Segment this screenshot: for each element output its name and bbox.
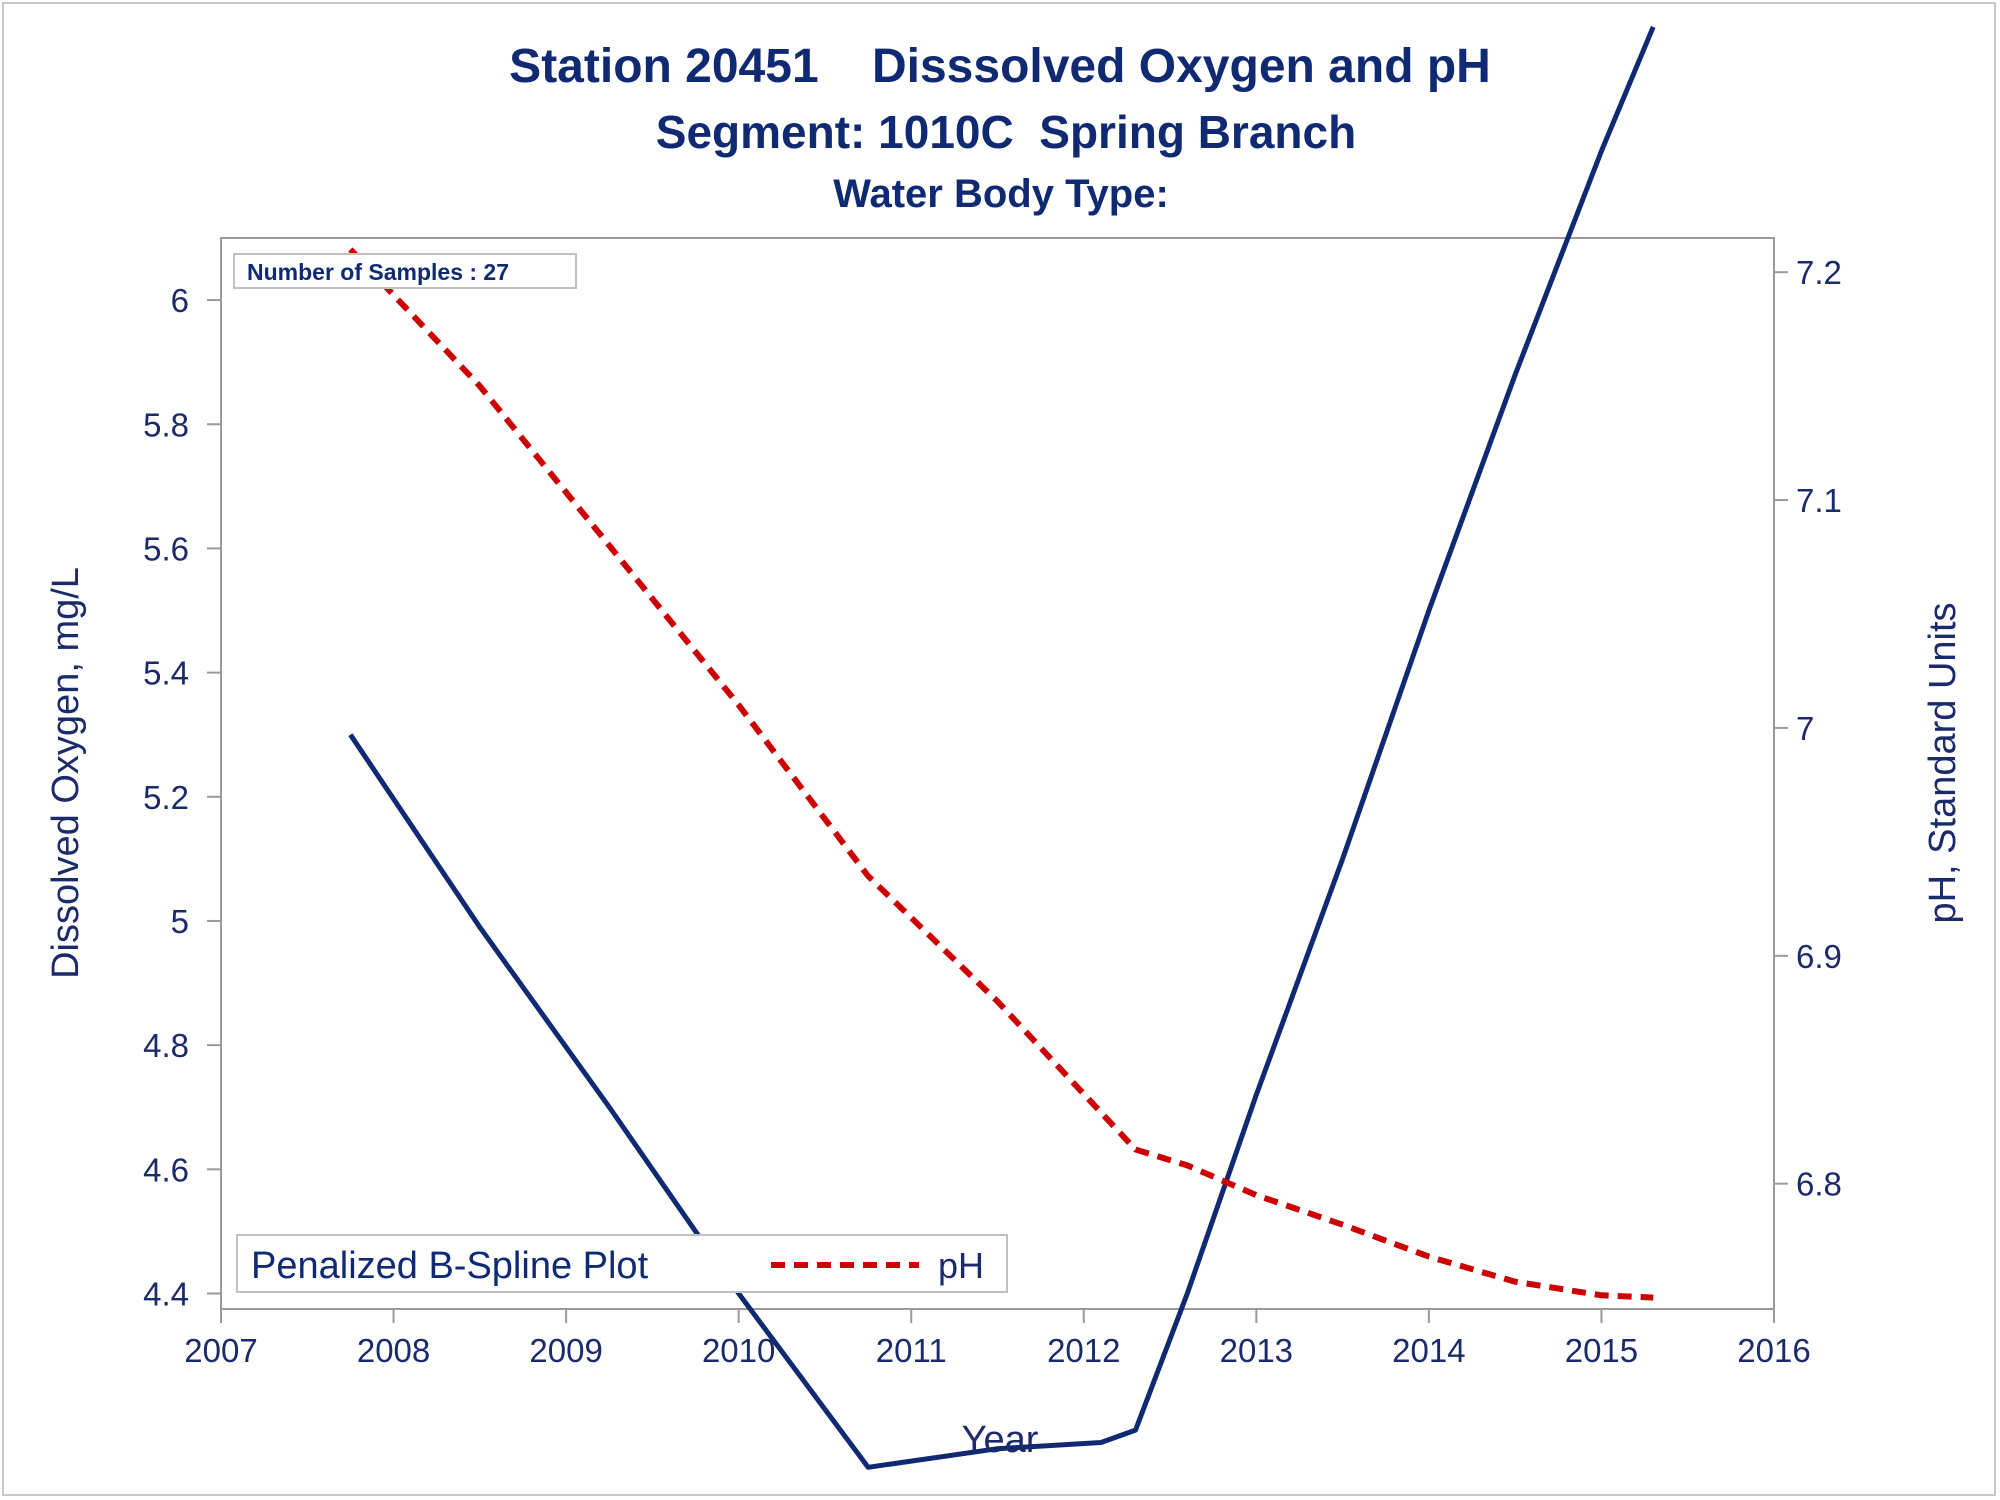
y-tick-label-5.6: 5.6 (143, 530, 189, 567)
x-tick-label-2012: 2012 (1047, 1332, 1120, 1369)
y-tick-label-6: 6 (171, 282, 189, 319)
legend-title: Penalized B-Spline Plot (251, 1245, 649, 1287)
y-tick-label-4.4: 4.4 (143, 1275, 189, 1312)
x-tick-label-2008: 2008 (357, 1332, 430, 1369)
y-tick-label-4.8: 4.8 (143, 1027, 189, 1064)
x-tick-label-2010: 2010 (702, 1332, 775, 1369)
x-tick-label-2015: 2015 (1565, 1332, 1638, 1369)
x-tick-label-2016: 2016 (1737, 1332, 1810, 1369)
chart-title: Station 20451 Disssolved Oxygen and pH (509, 40, 1491, 93)
legend-entry-ph: pH (938, 1245, 984, 1286)
x-axis-title: Year (962, 1419, 1039, 1461)
x-tick-label-2009: 2009 (529, 1332, 602, 1369)
series-layer (348, 25, 1656, 1470)
y-tick-label-5.2: 5.2 (143, 779, 189, 816)
y2-tick-label-6.8: 6.8 (1796, 1166, 1842, 1203)
y-tick-label-5: 5 (171, 903, 189, 940)
x-tick-label-2007: 2007 (184, 1332, 257, 1369)
y2-axis-title: pH, Standard Units (1922, 602, 1964, 923)
y-tick-label-5.8: 5.8 (143, 406, 189, 443)
x-tick-label-2013: 2013 (1220, 1332, 1293, 1369)
y2-tick-label-7.1: 7.1 (1796, 482, 1842, 519)
y-axis: 4.4 4.6 4.8 5 5.2 5.4 5.6 5.8 6 (143, 282, 221, 1312)
y-axis-title: Dissolved Oxygen, mg/L (45, 567, 87, 979)
chart-subtitle-2: Water Body Type: (833, 172, 1169, 216)
series-line-dissolved-oxygen (348, 25, 1656, 1470)
y2-tick-label-7.2: 7.2 (1796, 254, 1842, 291)
x-axis: 2007 2008 2009 2010 2011 2012 2013 2014 2015 2016 (184, 1308, 1811, 1369)
x-tick-label-2011: 2011 (876, 1332, 947, 1369)
y2-tick-label-6.9: 6.9 (1796, 938, 1842, 975)
series-line-ph (348, 247, 1654, 1301)
plot-area (220, 237, 1775, 1310)
sample-count-box: Number of Samples : 27 (233, 253, 577, 289)
y2-axis: 6.8 6.9 7 7.1 7.2 (1774, 254, 1842, 1203)
y-tick-label-4.6: 4.6 (143, 1151, 189, 1188)
y2-tick-label-7: 7 (1796, 710, 1814, 747)
legend: Penalized B-Spline Plot pH (236, 1234, 1008, 1293)
sample-count-label: Number of Samples : 27 (247, 259, 509, 285)
y-tick-label-5.4: 5.4 (143, 655, 189, 692)
chart-subtitle: Segment: 1010C Spring Branch (656, 106, 1356, 158)
x-tick-label-2014: 2014 (1392, 1332, 1465, 1369)
